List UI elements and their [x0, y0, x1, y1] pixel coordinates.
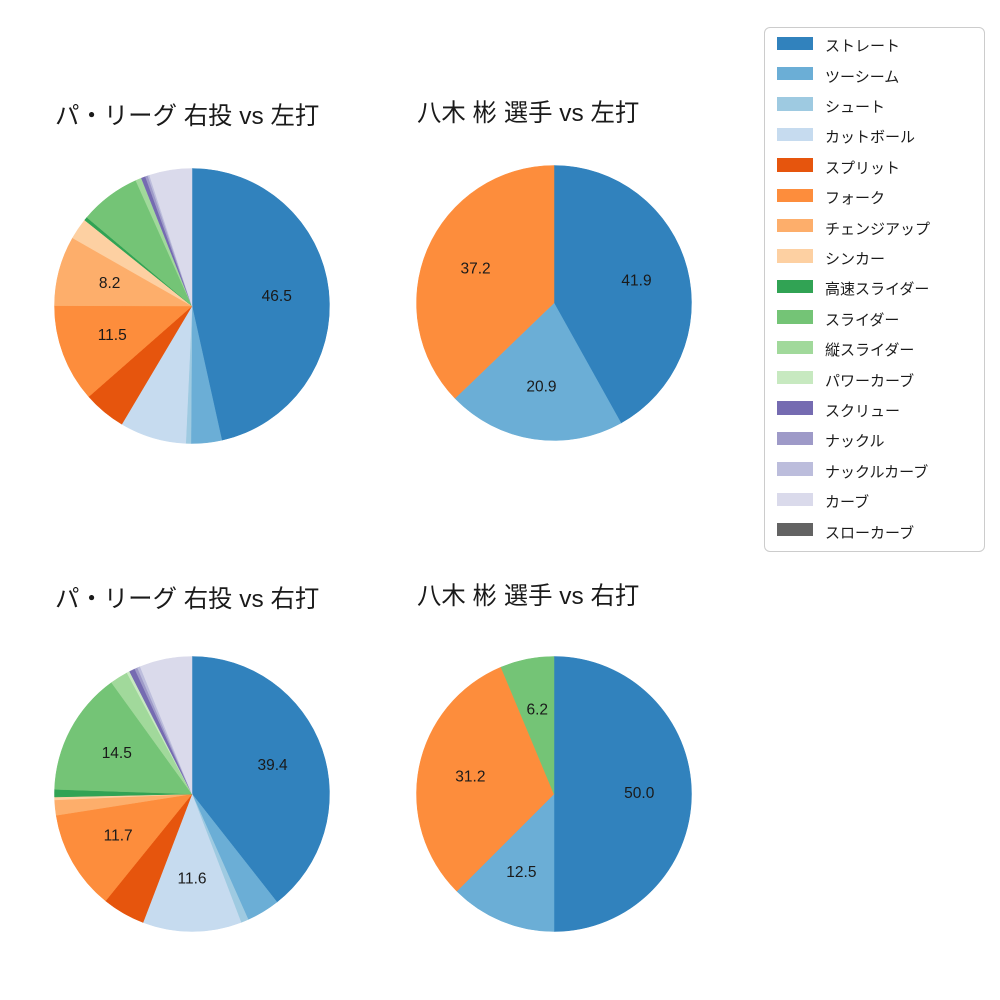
svg-text:46.5: 46.5	[262, 288, 292, 305]
svg-text:37.2: 37.2	[460, 261, 490, 278]
svg-text:20.9: 20.9	[526, 378, 556, 395]
svg-text:14.5: 14.5	[102, 745, 132, 762]
svg-text:11.6: 11.6	[178, 870, 207, 887]
svg-text:41.9: 41.9	[621, 273, 651, 290]
svg-text:6.2: 6.2	[526, 702, 548, 719]
svg-text:31.2: 31.2	[455, 769, 485, 786]
svg-text:8.2: 8.2	[99, 275, 121, 292]
svg-text:12.5: 12.5	[506, 864, 536, 881]
svg-text:50.0: 50.0	[624, 785, 655, 802]
svg-text:11.7: 11.7	[104, 828, 133, 845]
svg-text:39.4: 39.4	[257, 757, 288, 774]
svg-text:11.5: 11.5	[98, 327, 127, 344]
